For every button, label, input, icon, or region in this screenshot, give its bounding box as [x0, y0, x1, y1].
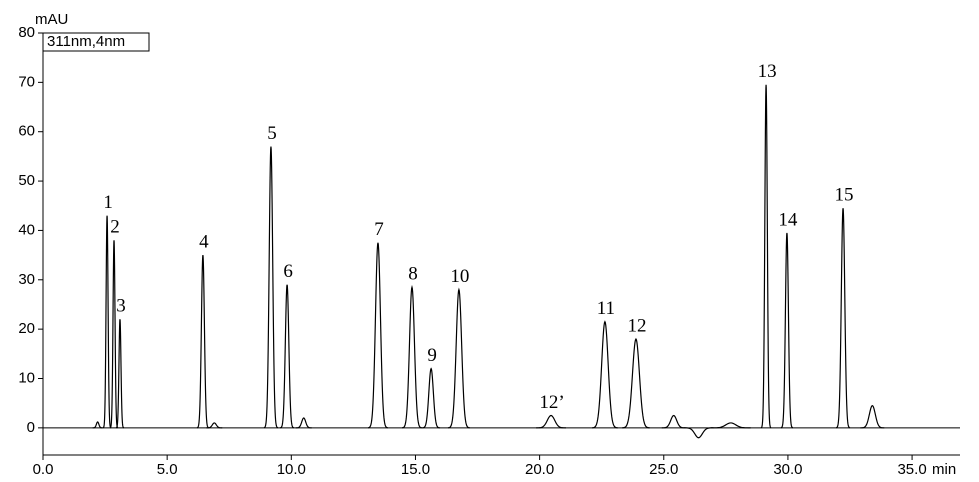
peak — [102, 215, 112, 429]
peak — [401, 284, 422, 429]
y-tick-label: 40 — [18, 221, 35, 238]
peak-label: 3 — [116, 296, 126, 317]
x-unit: min — [932, 461, 956, 478]
y-tick-label: 30 — [18, 271, 35, 288]
x-tick-label: 35.0 — [897, 461, 926, 478]
y-tick-label: 50 — [18, 172, 35, 189]
peak-label: 4 — [199, 231, 209, 252]
peak — [206, 422, 223, 429]
peak-label: 9 — [427, 345, 437, 366]
peak — [780, 232, 794, 429]
peak — [196, 255, 209, 429]
peak-label: 1 — [103, 192, 113, 213]
peak-label: 10 — [450, 266, 469, 287]
peak-label: 13 — [758, 61, 777, 82]
peak — [536, 414, 566, 429]
peak — [263, 146, 279, 429]
peak — [710, 422, 751, 429]
x-tick-label: 20.0 — [525, 461, 554, 478]
peak — [622, 337, 650, 429]
annotation: 311nm,4nm — [47, 33, 125, 50]
peak — [280, 284, 295, 429]
peak-label: 5 — [267, 123, 277, 144]
peak-label: 11 — [597, 298, 615, 319]
annotation-box — [42, 32, 150, 52]
y-tick-label: 70 — [18, 73, 35, 90]
peak-label: 6 — [283, 261, 293, 282]
peak-label: 15 — [835, 185, 854, 206]
x-tick-label: 5.0 — [157, 461, 178, 478]
peak — [860, 404, 885, 429]
peak — [591, 320, 618, 429]
x-tick-label: 30.0 — [773, 461, 802, 478]
peak-label: 7 — [374, 219, 384, 240]
peak — [295, 417, 312, 429]
peak — [683, 427, 714, 439]
y-tick-label: 20 — [18, 320, 35, 337]
peak-label: 12 — [627, 315, 646, 336]
peak-label: 8 — [408, 264, 418, 285]
x-tick-label: 25.0 — [649, 461, 678, 478]
x-tick-label: 0.0 — [33, 461, 54, 478]
peak — [367, 242, 388, 429]
peak — [835, 208, 851, 429]
peak-label: 12’ — [539, 392, 564, 413]
y-unit: mAU — [35, 11, 68, 28]
peak — [661, 414, 686, 429]
peak — [109, 240, 119, 429]
y-tick-label: 60 — [18, 123, 35, 140]
peak — [115, 319, 125, 429]
y-tick-label: 10 — [18, 369, 35, 386]
peak-label: 14 — [778, 209, 798, 230]
peak — [760, 84, 772, 429]
peak — [447, 287, 470, 429]
y-tick-label: 0 — [27, 419, 35, 436]
x-tick-label: 15.0 — [401, 461, 430, 478]
peak — [92, 421, 103, 429]
peak-label: 2 — [110, 217, 120, 238]
peak — [422, 367, 441, 429]
x-tick-label: 10.0 — [277, 461, 306, 478]
y-tick-label: 80 — [18, 24, 35, 41]
